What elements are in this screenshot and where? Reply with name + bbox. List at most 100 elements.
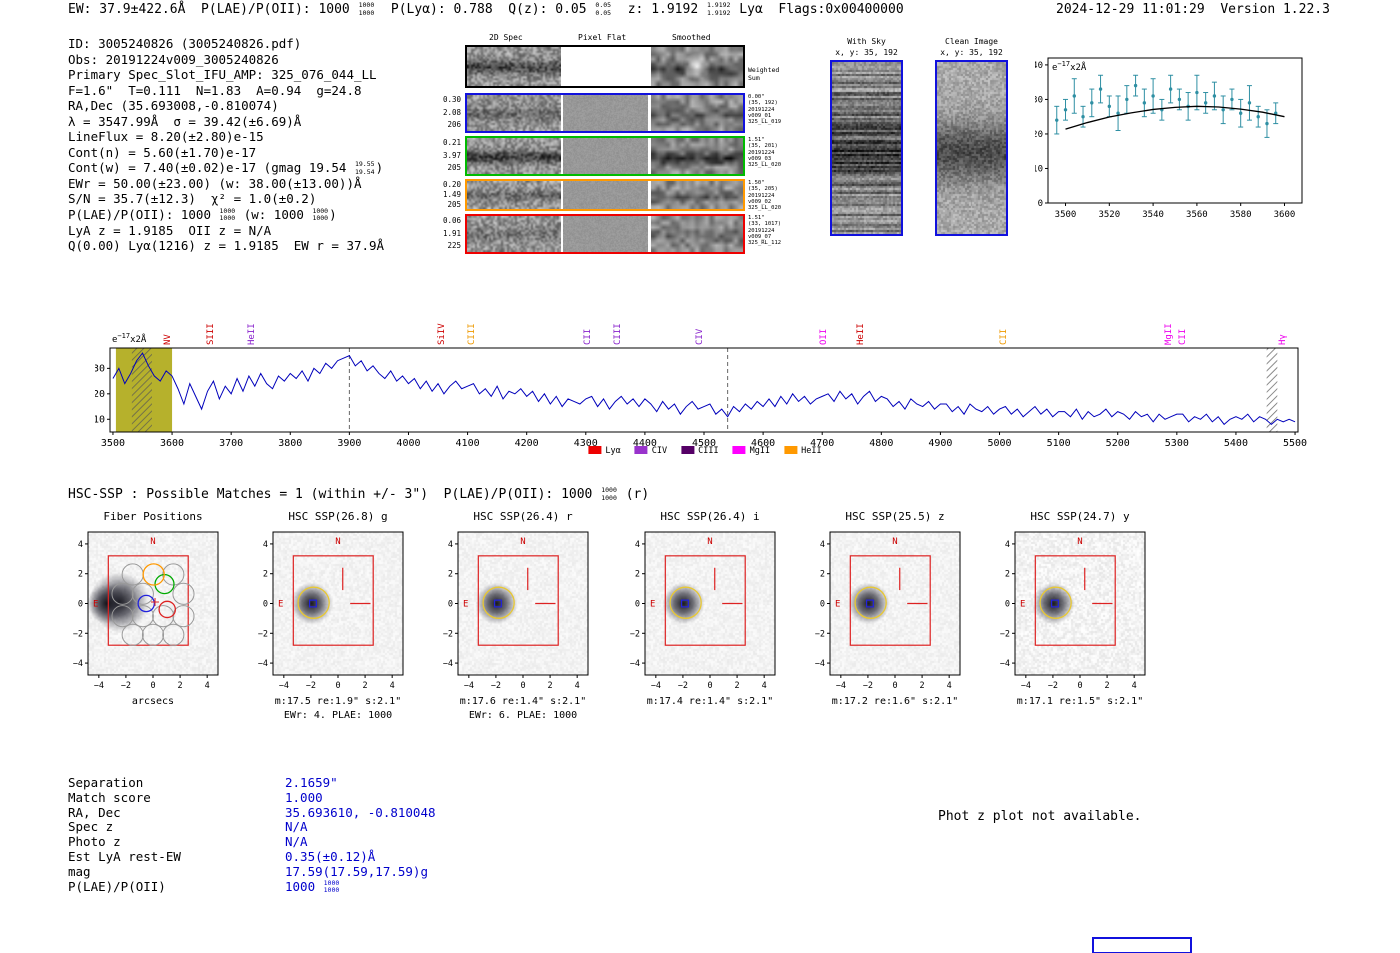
panel-overlay: −4 −4 −2 −2 0 0 2 2 4 4 N E [1000, 531, 1146, 691]
aperture-yellow-circle [1039, 586, 1072, 619]
panel-frame [457, 531, 589, 676]
spectrum-frame [109, 347, 1299, 433]
spectrum-x-tick: 3700 [219, 438, 243, 449]
fit-y-tick: 0 [1038, 199, 1043, 209]
spectrum-x-tick: 5200 [1106, 438, 1130, 449]
spectrum-x-tick: 3900 [337, 438, 361, 449]
panel-y-tick: 2 [78, 570, 83, 580]
fraction: 1000 1000 [312, 207, 329, 223]
fit-curve [1065, 105, 1285, 130]
panel-x-tick: −4 [1021, 681, 1031, 691]
data-point [1098, 87, 1103, 91]
spectrum-y-tick: 20 [95, 389, 105, 400]
sky-panel-subtitle: x, y: 35, 192 [940, 48, 1003, 57]
spectrum-x-tick: 4000 [396, 438, 420, 449]
data-point [1072, 94, 1076, 98]
cutout-cell-smoothed [651, 47, 743, 86]
legend-item: MgII [732, 446, 771, 456]
panel-y-tick: −2 [815, 629, 825, 639]
col-title-2dspec: 2D Spec [489, 33, 523, 42]
panel-overlay: −4 −4 −2 −2 0 0 2 2 4 4 N E [258, 531, 404, 691]
data-point [1151, 94, 1155, 98]
legend-swatch [732, 446, 746, 454]
fraction: 0.05 0.05 [595, 1, 612, 17]
panel-title: Fiber Positions [103, 510, 203, 523]
fit-y-tick: 20 [1035, 130, 1043, 140]
legend-label: CIV [651, 446, 668, 456]
superscript: −17 [117, 332, 131, 340]
fit-chart-frame [1047, 57, 1303, 204]
emission-line-label: HeII [247, 323, 258, 345]
fiber-circle [131, 582, 154, 605]
east-label: E [463, 600, 468, 610]
panel-ewr-line: EWr: 6. PLAE: 1000 [468, 710, 578, 721]
extraction-red-box [477, 555, 559, 646]
fiber-circle [111, 605, 134, 628]
legend-label: Lyα [605, 446, 621, 456]
fiber-circle-highlight [158, 600, 176, 619]
legend-swatch [634, 446, 648, 454]
panel-y-tick: 0 [78, 600, 83, 610]
match-table-label: Spec z [68, 819, 114, 835]
catalog-blue-square [1050, 599, 1059, 608]
panel-title: HSC SSP(25.5) z [845, 510, 945, 523]
data-point [1256, 114, 1260, 119]
cutout-cell-pixelflat [563, 216, 648, 252]
panel-title: HSC SSP(26.4) i [660, 510, 760, 523]
aperture-yellow-circle [297, 586, 330, 619]
panel-frame [644, 531, 776, 676]
east-label: E [278, 600, 283, 610]
fraction: 19.55 19.54 [354, 160, 375, 176]
panel-mag-line: m:17.2 re:1.6" s:2.1" [831, 696, 959, 707]
panel-y-tick: 2 [820, 570, 825, 580]
panel-y-tick: 0 [263, 600, 268, 610]
spectrum-x-tick: 3800 [278, 438, 302, 449]
spectrum-x-tick: 4100 [456, 438, 480, 449]
panel-y-tick: 2 [1005, 570, 1010, 580]
with-sky-image [832, 62, 901, 234]
emission-line-label: OII [818, 328, 829, 345]
panel-x-tick: 0 [335, 681, 340, 691]
info-line: Q(0.00) Lyα(1216) z = 1.9185 EW r = 37.9… [68, 238, 385, 254]
fit-chart-units-annotation: e−17x2Å [1052, 60, 1087, 73]
fraction: 1000 1000 [219, 207, 236, 223]
emission-line-label: CII [999, 328, 1010, 345]
spectrum-units-annotation: e−17x2Å [112, 332, 147, 345]
panel-x-tick: 2 [1105, 681, 1110, 691]
legend-label: MgII [749, 446, 771, 456]
emission-line-label: MgII [1163, 323, 1174, 345]
fiber-circle [121, 623, 144, 646]
info-line: Cont(w) = 7.40(±0.02)e-17 (gmag 19.54 19… [68, 160, 384, 176]
panel-y-tick: 0 [448, 600, 453, 610]
panel-y-tick: 4 [263, 540, 268, 550]
spectrum-x-tick: 5100 [1047, 438, 1071, 449]
hsc-matches-header: HSC-SSP : Possible Matches = 1 (within +… [68, 486, 650, 502]
panel-x-tick: 0 [892, 681, 897, 691]
extraction-red-box [292, 555, 374, 646]
fit-y-tick: 10 [1035, 164, 1043, 174]
panel-y-tick: 2 [263, 570, 268, 580]
spectrum-x-tick: 3500 [101, 438, 125, 449]
fiber-circle-highlight [142, 563, 165, 586]
panel-x-tick: 4 [390, 681, 395, 691]
sky-panel-title: With Sky [847, 37, 886, 46]
data-point [1107, 104, 1112, 109]
cutout-cell-2dspec [467, 47, 561, 86]
emission-line-label: CII [582, 328, 593, 345]
emission-line-label: NV [162, 334, 173, 345]
fiber-circle [172, 605, 195, 628]
panel-x-tick: 4 [1132, 681, 1137, 691]
cutout-row-right-info: 1.51" (35, 201) 20191224 v009_03 325_LL_020 [748, 137, 782, 169]
cutout-row [465, 214, 745, 254]
info-line: EWr = 50.00(±23.00) (w: 38.00(±13.00))Å [68, 175, 362, 191]
info-line: Primary Spec_Slot_IFU_AMP: 325_076_044_L… [68, 67, 377, 82]
match-table-value: 0.35(±0.12)Å [285, 849, 376, 864]
panel-x-tick: 0 [150, 681, 155, 691]
east-label: E [93, 600, 98, 610]
panel-x-tick: −2 [306, 681, 316, 691]
data-point [1247, 101, 1252, 105]
spectrum-x-tick: 4400 [633, 438, 657, 449]
